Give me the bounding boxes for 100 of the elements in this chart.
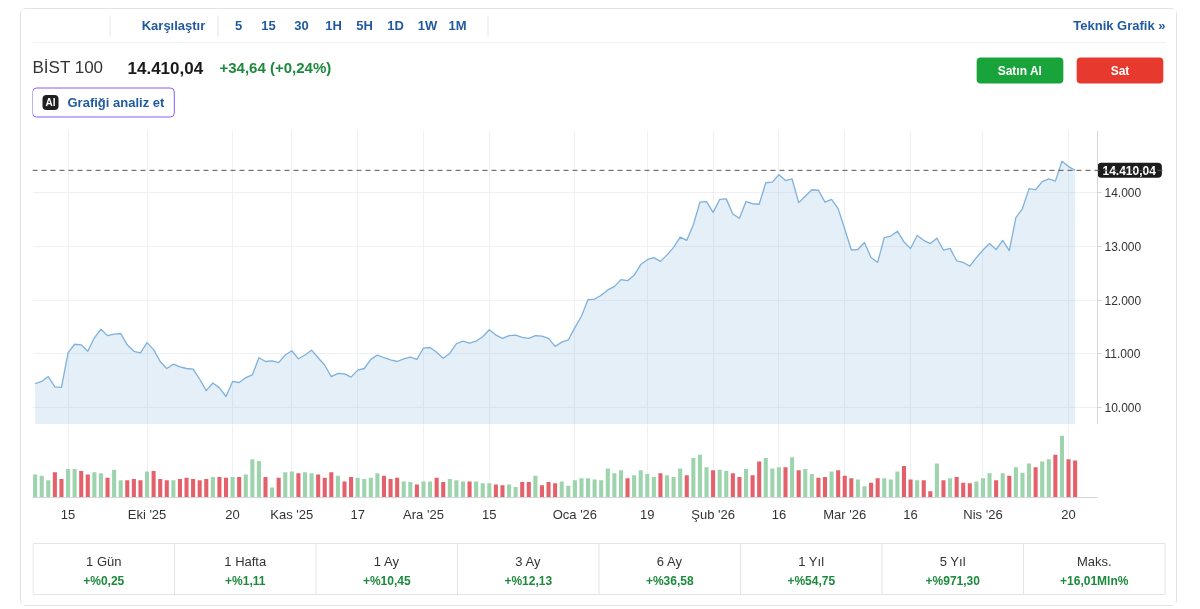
bar xyxy=(974,481,979,498)
bar xyxy=(980,478,986,498)
bar xyxy=(368,477,373,498)
bar xyxy=(342,481,347,498)
bar xyxy=(566,485,571,498)
bar xyxy=(638,470,643,498)
bar xyxy=(210,477,215,498)
bar xyxy=(678,468,683,498)
bar xyxy=(776,467,781,498)
text: 15 xyxy=(261,18,276,33)
text: +%54,75 xyxy=(787,573,836,588)
bar xyxy=(98,473,103,498)
text: +%0,25 xyxy=(83,573,125,588)
bar xyxy=(1033,467,1038,498)
bar xyxy=(1000,473,1005,498)
text: Teknik Grafik » xyxy=(1073,18,1166,33)
bar xyxy=(1013,467,1018,498)
bar xyxy=(467,481,472,498)
bar xyxy=(803,469,808,498)
bar xyxy=(263,477,268,498)
bar xyxy=(704,467,709,498)
bar xyxy=(85,474,90,498)
bar xyxy=(618,470,623,498)
bar xyxy=(164,480,169,498)
x-tick-label: 20 xyxy=(225,506,240,522)
bar xyxy=(888,479,893,498)
bar xyxy=(697,454,702,498)
x-tick-label: Kas '25 xyxy=(270,506,314,522)
text: 1 Ay xyxy=(373,554,400,569)
bar xyxy=(349,477,354,498)
bar xyxy=(217,477,222,498)
bar xyxy=(921,480,926,498)
bar xyxy=(1046,459,1051,498)
text: 1H xyxy=(325,18,342,33)
bar xyxy=(790,457,795,498)
bar xyxy=(559,481,564,498)
bar xyxy=(796,470,801,498)
text: 1 Gün xyxy=(86,554,122,569)
bar xyxy=(500,485,505,498)
bar xyxy=(948,478,953,498)
bar xyxy=(849,478,854,498)
x-tick-label: 15 xyxy=(60,506,76,522)
bar xyxy=(632,475,637,498)
bar xyxy=(816,477,821,498)
bar xyxy=(737,477,742,498)
text: +%971,30 xyxy=(925,573,981,588)
bar xyxy=(381,475,387,498)
bar xyxy=(296,473,301,498)
bar xyxy=(1027,463,1032,498)
bar xyxy=(289,471,294,498)
bar xyxy=(283,472,288,498)
y-tick-label: 10.000 xyxy=(1104,401,1142,416)
bar xyxy=(1066,459,1071,498)
x-tick-label: Oca '26 xyxy=(552,506,598,522)
bar xyxy=(579,478,584,498)
bar xyxy=(197,480,202,498)
text: +%36,58 xyxy=(645,573,694,588)
x-tick-label: 16 xyxy=(903,506,918,522)
bar xyxy=(441,482,446,498)
x-tick-label: Mar '26 xyxy=(823,506,867,522)
bar xyxy=(204,478,209,498)
bar xyxy=(717,469,722,498)
text: 1 Hafta xyxy=(224,554,267,569)
bar xyxy=(908,479,913,498)
bar xyxy=(401,481,406,498)
bar xyxy=(131,478,136,498)
bar xyxy=(757,461,762,498)
bar xyxy=(711,470,716,498)
bar xyxy=(645,473,650,498)
bar xyxy=(388,478,393,498)
text: AI xyxy=(45,97,56,108)
text: 1M xyxy=(448,18,467,33)
bar xyxy=(237,477,242,498)
bar xyxy=(39,475,44,498)
bar xyxy=(869,482,874,498)
x-tick-label: Ara '25 xyxy=(403,506,444,522)
x-tick-label: Şub '26 xyxy=(691,506,735,522)
y-tick-label: 11.000 xyxy=(1104,347,1141,362)
bar xyxy=(454,480,459,498)
bar xyxy=(243,474,248,498)
x-tick-label: 15 xyxy=(482,506,497,522)
bar xyxy=(276,477,281,498)
bar xyxy=(895,471,900,498)
x-tick-label: 20 xyxy=(1061,506,1076,522)
text: +%12,13 xyxy=(504,573,553,588)
bar xyxy=(362,478,367,498)
y-tick-label: 13.000 xyxy=(1104,239,1142,254)
bar xyxy=(1059,435,1064,498)
chart-subtitle: 14.410,04 xyxy=(127,58,204,78)
text: 30 xyxy=(294,18,309,33)
bar xyxy=(46,480,51,498)
bar xyxy=(967,483,972,498)
x-tick-label: 17 xyxy=(350,506,365,522)
text: 1 Yıl xyxy=(798,554,825,569)
bar xyxy=(934,463,939,498)
bar xyxy=(526,482,531,498)
bar xyxy=(743,469,749,498)
bar xyxy=(691,457,696,498)
bar xyxy=(335,475,340,498)
bar xyxy=(184,477,189,498)
